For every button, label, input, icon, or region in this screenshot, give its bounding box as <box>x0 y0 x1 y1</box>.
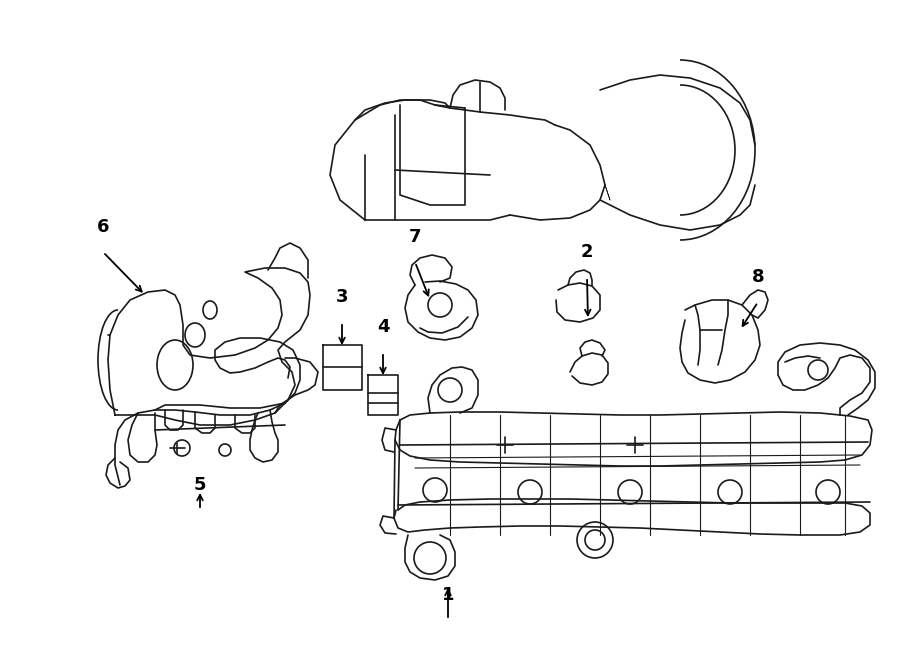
Text: 7: 7 <box>409 228 421 246</box>
Text: 3: 3 <box>336 288 348 306</box>
Text: 4: 4 <box>377 318 389 336</box>
Text: 1: 1 <box>442 586 454 604</box>
Text: 2: 2 <box>580 243 593 261</box>
Text: 6: 6 <box>97 218 109 236</box>
Text: 8: 8 <box>752 268 764 286</box>
Text: 5: 5 <box>194 476 206 494</box>
